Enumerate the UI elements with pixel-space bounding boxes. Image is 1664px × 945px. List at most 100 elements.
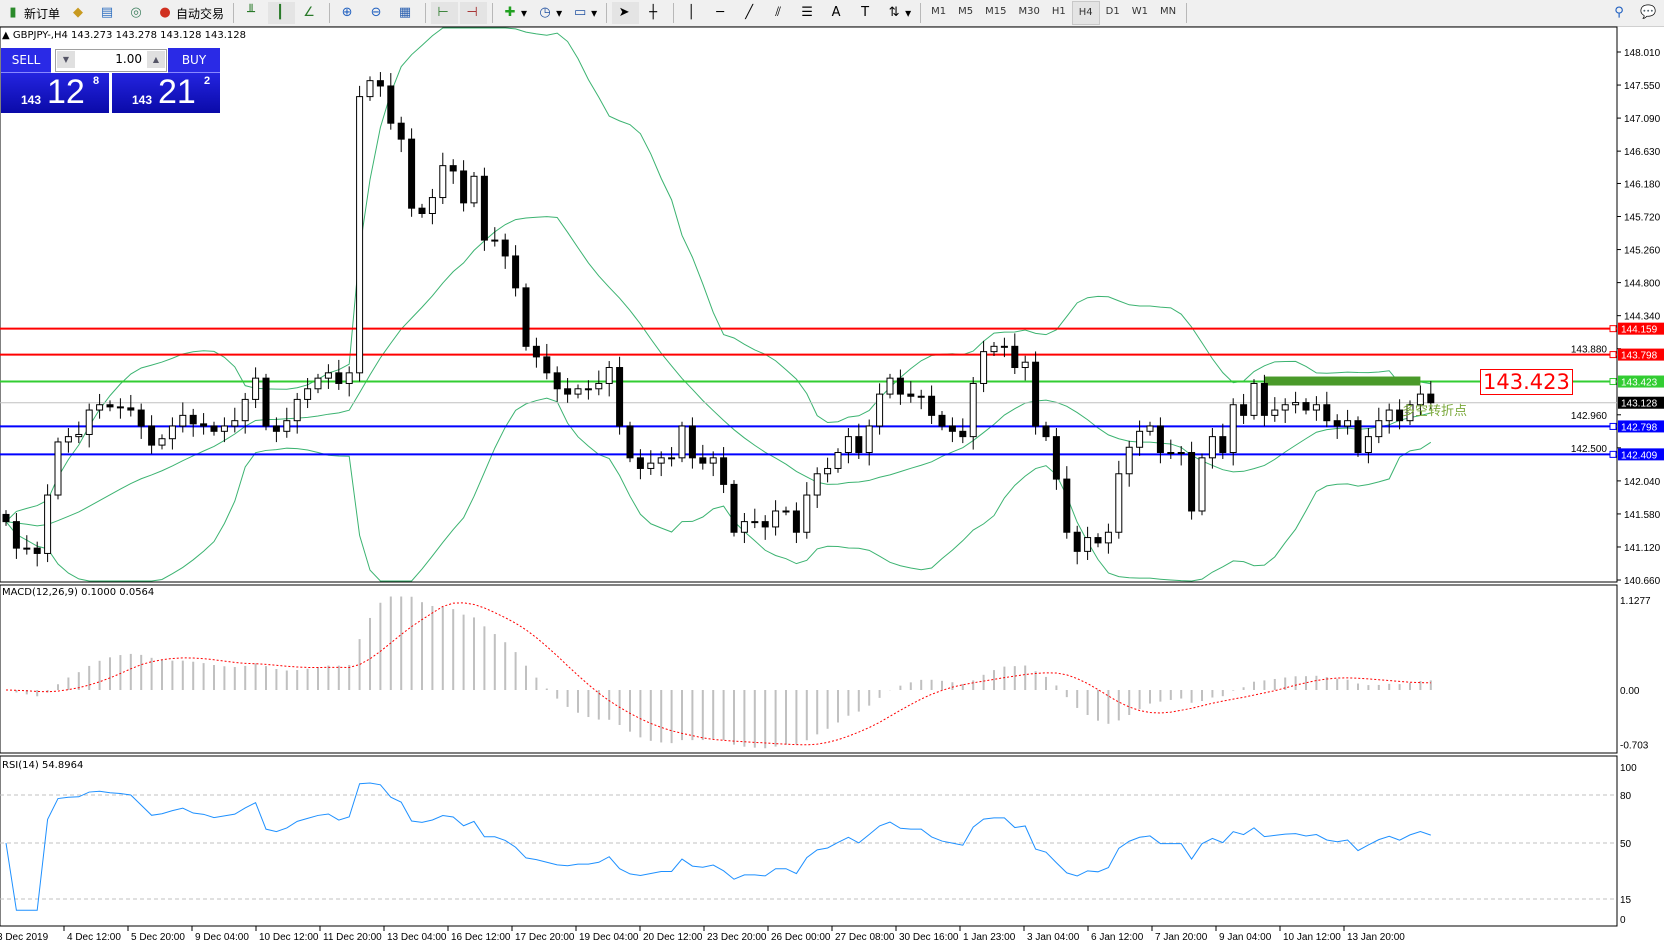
templates-button[interactable]: ▭ ▾ — [573, 5, 598, 20]
zone-rectangle[interactable] — [1264, 376, 1421, 386]
arrows-button[interactable]: ⇅ ▾ — [882, 2, 915, 24]
horizontal-line-button[interactable]: ─ — [708, 2, 735, 24]
zoom-in-button[interactable]: ⊕ — [335, 2, 362, 24]
timeframe-m30[interactable]: M30 — [1018, 6, 1040, 17]
timeframe-w1[interactable]: W1 — [1131, 6, 1148, 17]
bull-candle — [678, 425, 686, 459]
price-tick-label: 140.660 — [1624, 576, 1661, 587]
time-tick-label: 3 Jan 04:00 — [1027, 932, 1080, 943]
line-price-tag-text: 143.423 — [1621, 378, 1658, 389]
bull-candle — [158, 438, 166, 446]
bear-candle — [480, 175, 488, 241]
timeframe-m15[interactable]: M15 — [985, 6, 1007, 17]
bull-candle — [1312, 404, 1320, 411]
price-tick-label: 142.040 — [1624, 477, 1661, 488]
bear-candle — [907, 393, 915, 397]
bull-candle — [1000, 345, 1008, 348]
buy-price-button[interactable]: 143 21 2 — [112, 73, 220, 113]
line-chart-button[interactable]: ∠ — [297, 2, 324, 24]
bull-candle — [345, 372, 353, 384]
history-icon: ◆ — [73, 5, 84, 20]
bull-candle — [1416, 393, 1424, 406]
bear-candle — [616, 367, 624, 427]
rsi-tick-label: 80 — [1620, 791, 1632, 802]
autoscroll-icon: ⊢ — [437, 5, 449, 20]
vertical-line-button[interactable]: │ — [679, 2, 706, 24]
bull-candle — [740, 521, 748, 533]
equidistant-channel-button[interactable]: ⫽ — [766, 2, 793, 24]
vertical-line-icon: │ — [687, 5, 696, 20]
autoscroll-button[interactable]: ⊢ — [431, 2, 459, 24]
signals-button[interactable]: ◎ — [124, 2, 151, 24]
line-handle[interactable] — [1609, 325, 1617, 333]
line-price-tag-text: 144.159 — [1621, 325, 1658, 336]
separator — [673, 3, 675, 23]
price-label-object[interactable]: 143.423 — [1480, 369, 1573, 395]
bear-candle — [501, 239, 509, 257]
bull-candle — [657, 457, 665, 464]
line-handle[interactable] — [1609, 351, 1617, 359]
separator — [1186, 3, 1188, 23]
timeframe-m5[interactable]: M5 — [958, 6, 974, 17]
price-tick-label: 146.630 — [1624, 147, 1661, 158]
new-order-button[interactable]: ▮ 新订单 — [1, 2, 64, 24]
text-icon: A — [831, 5, 841, 20]
sell-button[interactable]: SELL — [1, 48, 51, 73]
line-handle[interactable] — [1609, 378, 1617, 386]
history-button[interactable]: ◆ — [66, 2, 93, 24]
chart-annotation: 多空转折点 — [1402, 404, 1468, 419]
lot-increase-button[interactable]: ▲ — [147, 51, 165, 68]
new-order-label: 新订单 — [24, 6, 61, 21]
fibonacci-button[interactable]: ☰ — [795, 2, 822, 24]
lot-size-field[interactable]: ▼ 1.00 ▲ — [55, 49, 167, 72]
zoom-out-button[interactable]: ⊖ — [364, 2, 391, 24]
timeframe-m1[interactable]: M1 — [931, 6, 947, 17]
chart-area[interactable]: 148.010 147.550 147.090 146.630 146.180 145.7… — [0, 26, 1664, 945]
tile-windows-icon: ▦ — [398, 5, 412, 20]
buy-price-prefix: 143 — [132, 93, 153, 107]
bull-candle — [1208, 436, 1216, 459]
crosshair-button[interactable]: ┼ — [641, 2, 668, 24]
bull-candle — [1167, 452, 1175, 455]
line-handle[interactable] — [1609, 450, 1617, 458]
time-tick-label: 30 Dec 16:00 — [899, 932, 959, 943]
bull-candle — [584, 388, 592, 391]
timeframe-mn[interactable]: MN — [1159, 6, 1177, 17]
periods-button[interactable]: ◷ ▾ — [533, 2, 566, 24]
sell-price-button[interactable]: 143 12 8 — [1, 73, 109, 113]
symbol-quote: GBPJPY-,H4 143.273 143.278 143.128 143.1… — [12, 30, 246, 41]
bull-candle — [439, 165, 447, 199]
candlestick-button[interactable]: ┃ — [268, 2, 296, 24]
buy-price-main: 21 — [158, 73, 196, 111]
bull-candle — [428, 197, 436, 214]
tile-windows-button[interactable]: ▦ — [393, 2, 420, 24]
bear-candle — [1188, 452, 1196, 512]
text-button[interactable]: A — [824, 2, 851, 24]
trendline-button[interactable]: ╱ — [737, 2, 764, 24]
timeframe-h1[interactable]: H1 — [1051, 6, 1066, 17]
bull-candle — [85, 409, 93, 435]
chat-button[interactable]: 💬 — [1636, 2, 1663, 24]
market-watch-button[interactable]: ▤ — [95, 2, 122, 24]
indicators-button[interactable]: ✚ ▾ — [498, 2, 531, 24]
chart-shift-icon: ⊣ — [466, 5, 478, 20]
text-label-button[interactable]: T — [853, 2, 880, 24]
bear-candle — [33, 547, 41, 554]
timeframe-h4[interactable]: H4 — [1071, 1, 1100, 25]
bull-candle — [96, 404, 104, 411]
line-handle[interactable] — [1609, 422, 1617, 430]
time-tick-label: 17 Dec 20:00 — [515, 932, 575, 943]
chart-shift-button[interactable]: ⊣ — [460, 2, 488, 24]
bull-candle — [1136, 430, 1144, 448]
lot-decrease-button[interactable]: ▼ — [57, 51, 75, 68]
bull-candle — [220, 425, 228, 432]
bar-chart-button[interactable]: ╨ — [239, 2, 266, 24]
sell-price-prefix: 143 — [21, 93, 42, 107]
search-button[interactable]: ⚲ — [1607, 2, 1634, 24]
cursor-button[interactable]: ➤ — [612, 2, 640, 24]
buy-button[interactable]: BUY — [168, 48, 220, 73]
line-price-tag — [1618, 322, 1664, 335]
auto-trading-button[interactable]: ● 自动交易 — [153, 2, 228, 24]
market-watch-icon: ▤ — [100, 5, 114, 20]
timeframe-d1[interactable]: D1 — [1105, 6, 1120, 17]
